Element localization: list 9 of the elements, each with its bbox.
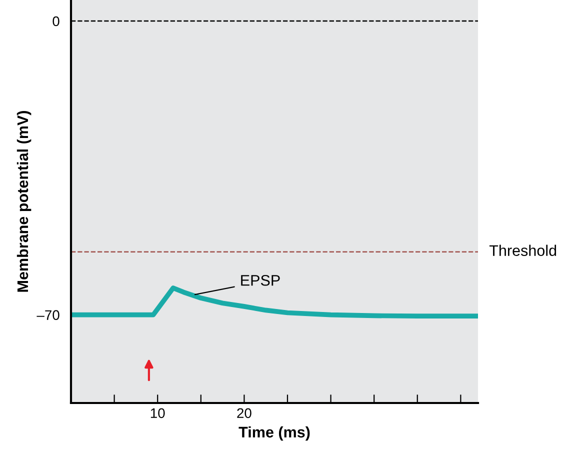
y-axis-title: Membrane potential (mV)	[16, 111, 32, 292]
y-tick-label: –70	[36, 310, 60, 320]
y-tick-label: 0	[52, 16, 60, 26]
ref-line-label: Threshold	[489, 244, 556, 256]
x-tick-label: 10	[150, 408, 165, 418]
x-tick-label: 20	[237, 408, 252, 418]
x-axis-title: Time (ms)	[238, 426, 310, 441]
annotation: EPSP	[241, 274, 280, 286]
line-series	[71, 286, 478, 319]
